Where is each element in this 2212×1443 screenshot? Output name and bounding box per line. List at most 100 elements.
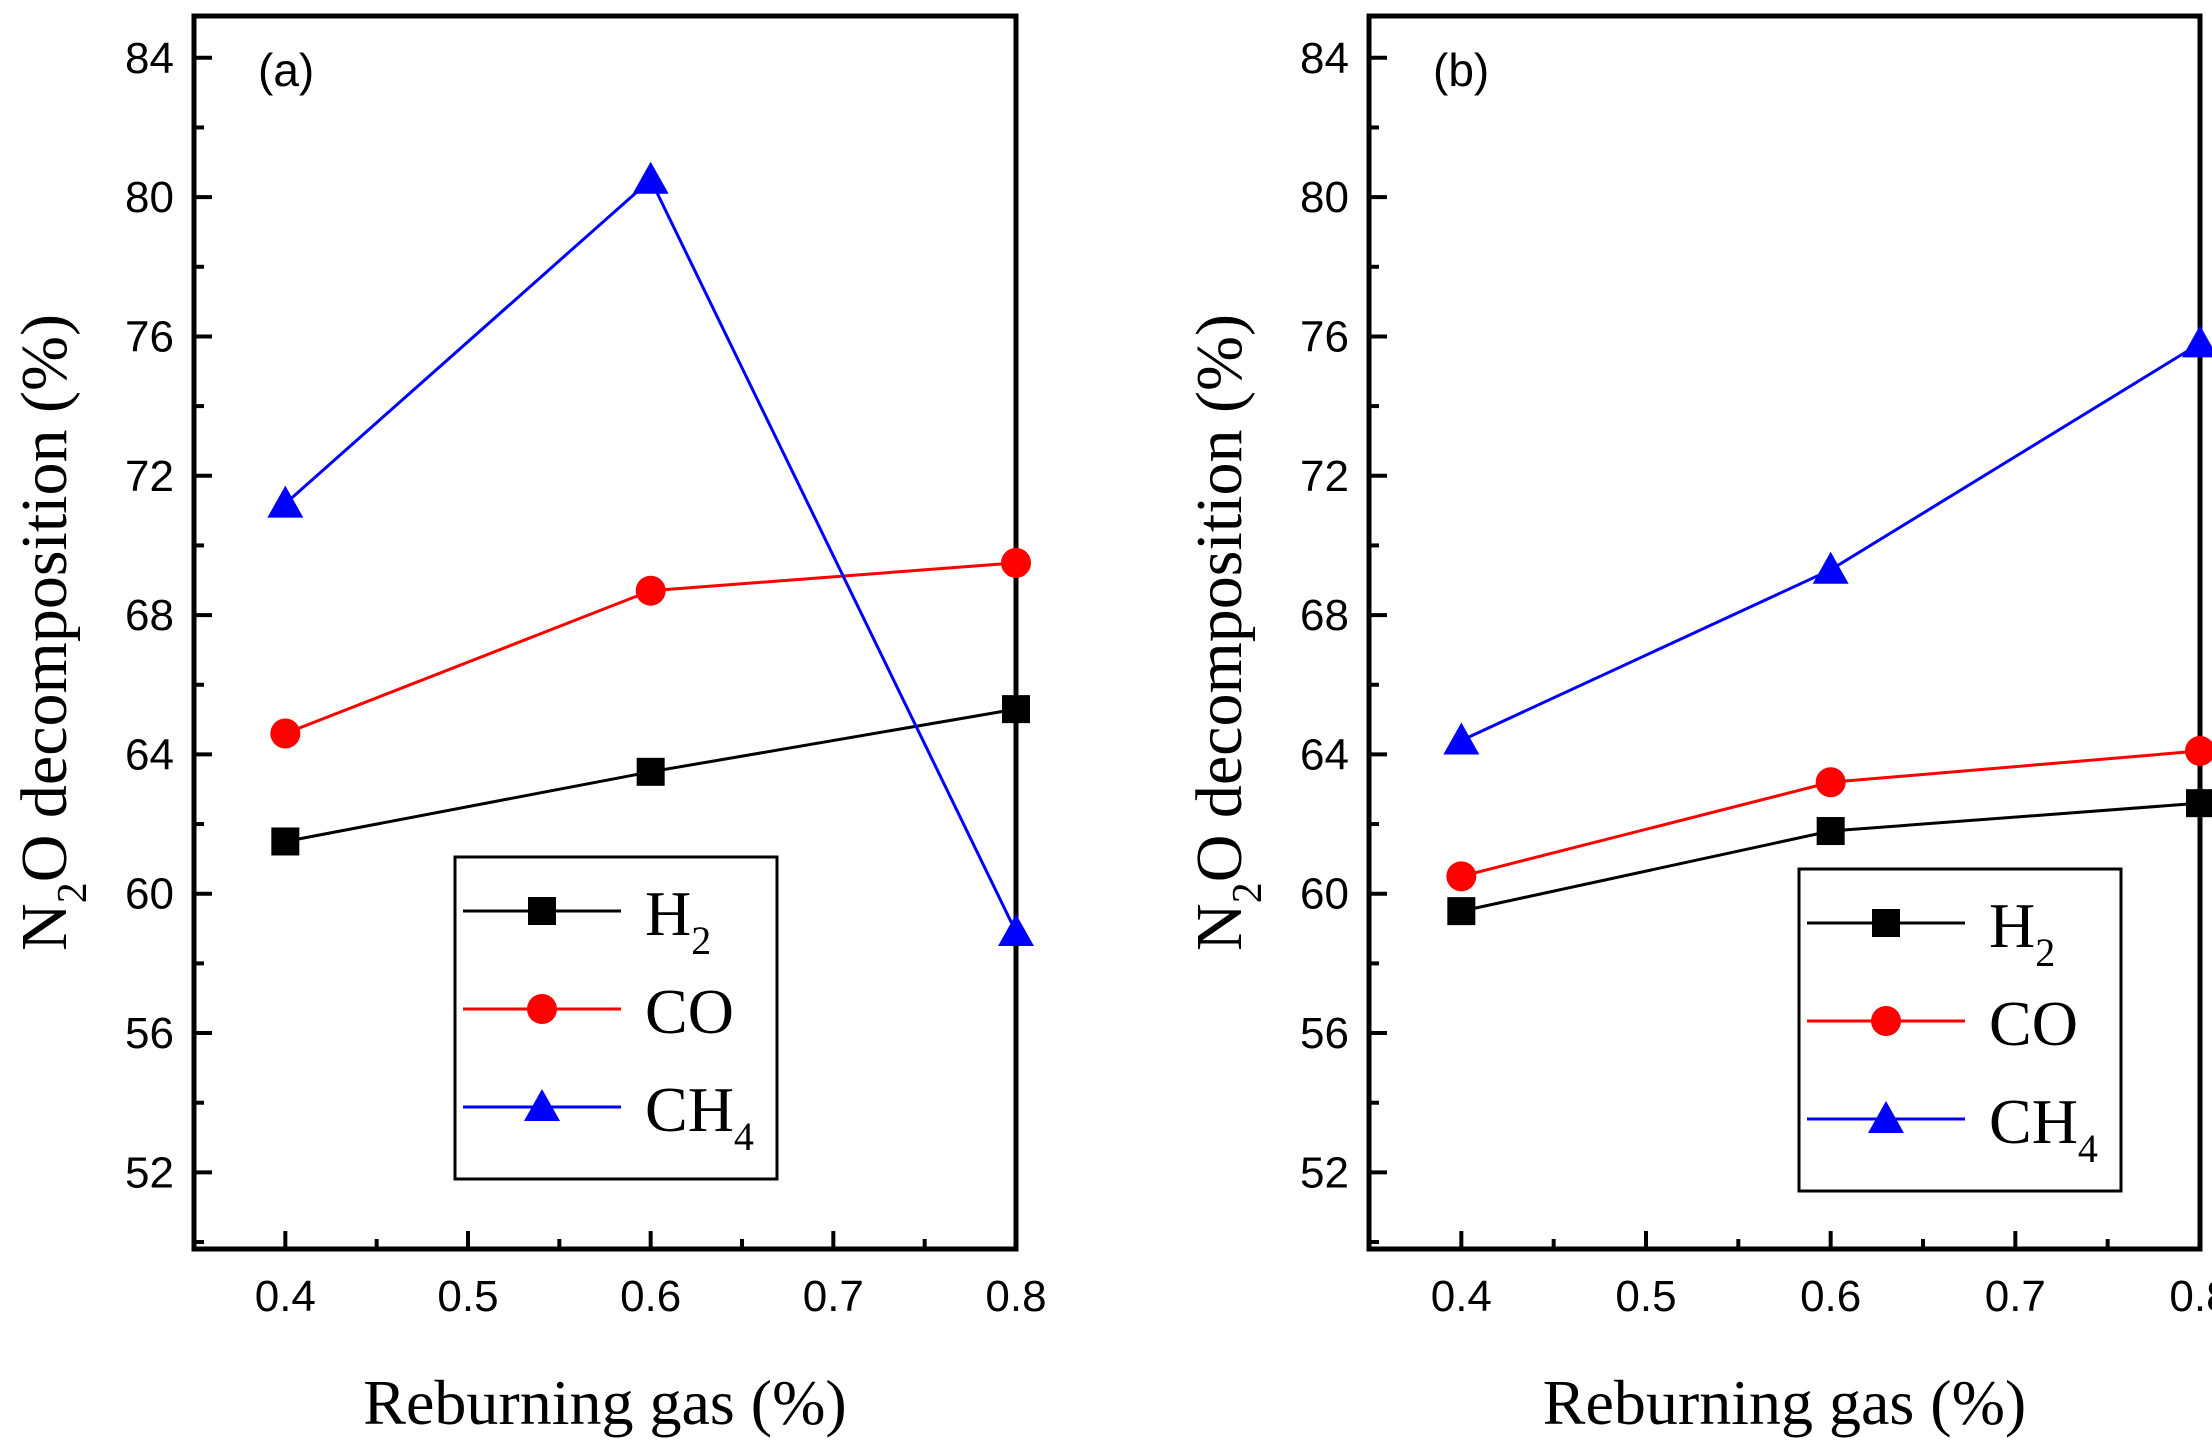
- data-point-h2: [1002, 695, 1030, 724]
- legend-label: CH4: [1989, 1086, 2098, 1171]
- plot-frame: [1366, 13, 2203, 1252]
- legend-marker: [527, 994, 557, 1024]
- series-co: [270, 547, 1031, 749]
- legend-item-h2: H2: [463, 878, 711, 963]
- legend-item-ch4: CH4: [1807, 1086, 2098, 1171]
- x-tick-label: 0.4: [255, 1272, 316, 1321]
- legend-label: CO: [1989, 988, 2078, 1059]
- series-ch4: [267, 161, 1034, 947]
- legend-label-base: H: [1989, 890, 2035, 961]
- data-point-co: [1001, 547, 1031, 578]
- y-axis-title-text: N2O decomposition (%): [8, 314, 96, 951]
- panel-b: 52 56 60 64 68 72 76 80 84 0.4 0.5 0.6 0.7 0.8 (b) Rebu…: [1183, 13, 2212, 1438]
- legend-label: CH4: [645, 1074, 754, 1159]
- y-tick-label: 68: [125, 591, 174, 640]
- y-tick-label: 80: [1300, 173, 1349, 222]
- y-axis-title-base: N: [8, 903, 81, 951]
- legend-label-base: CH: [645, 1074, 734, 1145]
- data-point-co: [2185, 735, 2212, 766]
- y-axis-title-subscript: 2: [1225, 882, 1271, 903]
- y-tick-label: 52: [125, 1148, 174, 1197]
- data-point-h2: [636, 757, 665, 786]
- x-tick-label: 0.8: [2169, 1272, 2212, 1321]
- y-axis-title: N2O decomposition (%): [1183, 314, 1271, 951]
- legend-item-h2: H2: [1807, 890, 2055, 975]
- data-point-h2: [1816, 817, 1845, 846]
- legend-label: H2: [645, 878, 711, 963]
- series-h2: [271, 695, 1030, 856]
- data-point-ch4: [1443, 722, 1480, 755]
- legend-item-co: CO: [1807, 988, 2078, 1059]
- legend-label-subscript: 4: [734, 1114, 754, 1159]
- y-axis-title-rest: O decomposition (%): [1183, 314, 1256, 882]
- legend: H2 CO CH4: [1797, 867, 2123, 1193]
- legend-label-base: H: [645, 878, 691, 949]
- y-tick-label: 76: [1300, 312, 1349, 361]
- legend-label-base: CO: [1989, 988, 2078, 1059]
- y-tick-label: 76: [125, 312, 174, 361]
- data-point-ch4: [2182, 325, 2212, 358]
- legend-item-co: CO: [463, 976, 734, 1047]
- x-tick-label: 0.8: [985, 1272, 1046, 1321]
- y-tick-label: 64: [125, 730, 174, 779]
- panel-label: (b): [1433, 44, 1489, 96]
- legend-label: H2: [1989, 890, 2055, 975]
- legend-marker: [528, 897, 556, 925]
- data-point-ch4: [267, 485, 304, 518]
- series-line-ch4: [1460, 342, 2201, 742]
- data-point-ch4: [998, 914, 1034, 947]
- legend-label: CO: [645, 976, 734, 1047]
- legend-marker: [1871, 1006, 1901, 1036]
- data-point-ch4: [632, 161, 669, 194]
- x-tick-label: 0.5: [1615, 1272, 1676, 1321]
- legend-marker: [1872, 909, 1900, 937]
- panel-a: 52 56 60 64 68 72 76 80 84 0.4 0.5 0.6 0.7 0.8 (a) Rebu…: [8, 13, 1047, 1438]
- x-tick-label: 0.6: [620, 1272, 681, 1321]
- y-axis-title-base: N: [1183, 903, 1256, 951]
- legend-label-subscript: 2: [691, 918, 711, 963]
- legend-label-subscript: 4: [2078, 1126, 2098, 1171]
- data-point-co: [635, 575, 666, 606]
- y-tick-label: 84: [1300, 34, 1349, 83]
- y-tick-label: 68: [1300, 591, 1349, 640]
- series-ch4: [1443, 325, 2212, 755]
- y-tick-label: 64: [1300, 730, 1349, 779]
- y-tick-label: 60: [125, 870, 174, 919]
- data-point-h2: [271, 827, 300, 856]
- y-tick-label: 80: [125, 173, 174, 222]
- x-tick-label: 0.6: [1800, 1272, 1861, 1321]
- y-tick-label: 56: [125, 1009, 174, 1058]
- y-tick-label: 52: [1300, 1148, 1349, 1197]
- data-point-co: [270, 718, 301, 749]
- y-axis-title-rest: O decomposition (%): [8, 314, 81, 882]
- data-point-co: [1446, 861, 1477, 892]
- y-tick-label: 60: [1300, 870, 1349, 919]
- data-point-co: [1815, 767, 1846, 798]
- plot-frame: [191, 13, 1019, 1252]
- y-tick-label: 72: [125, 452, 174, 501]
- legend-marker: [524, 1089, 560, 1121]
- y-axis-title: N2O decomposition (%): [8, 314, 96, 951]
- x-axis-title: Reburning gas (%): [363, 1367, 846, 1438]
- x-tick-label: 0.7: [1985, 1272, 2046, 1321]
- y-axis-title-subscript: 2: [50, 882, 96, 903]
- x-tick-label: 0.7: [803, 1272, 864, 1321]
- legend-label-base: CH: [1989, 1086, 2078, 1157]
- y-tick-label: 56: [1300, 1009, 1349, 1058]
- data-point-h2: [1447, 897, 1476, 926]
- panel-label: (a): [258, 44, 314, 96]
- legend-marker: [1868, 1101, 1904, 1133]
- legend-item-ch4: CH4: [463, 1074, 754, 1159]
- data-point-ch4: [1812, 551, 1849, 584]
- legend-label-base: CO: [645, 976, 734, 1047]
- y-axis-title-text: N2O decomposition (%): [1183, 314, 1271, 951]
- x-axis-title: Reburning gas (%): [1543, 1367, 2026, 1438]
- legend: H2 CO CH4: [453, 855, 779, 1181]
- x-tick-label: 0.4: [1431, 1272, 1492, 1321]
- y-tick-label: 84: [125, 34, 174, 83]
- series-h2: [1447, 789, 2212, 926]
- series-co: [1446, 735, 2212, 892]
- data-point-h2: [2186, 789, 2212, 818]
- x-tick-label: 0.5: [437, 1272, 498, 1321]
